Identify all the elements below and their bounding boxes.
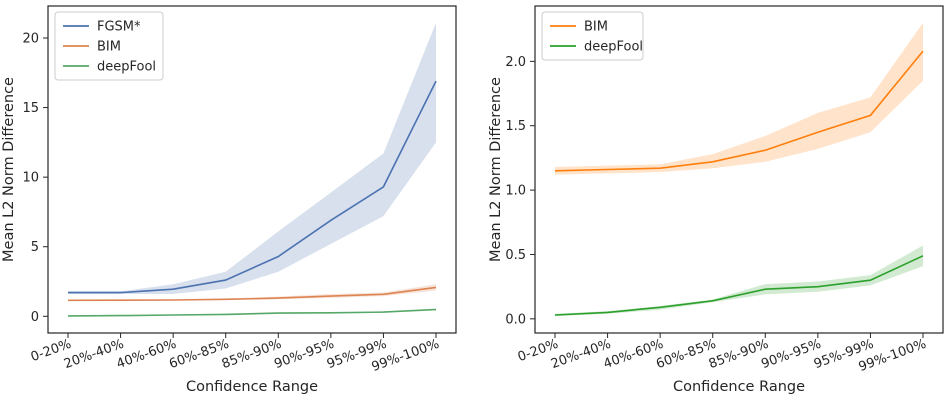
series-line-fgsm [68, 80, 437, 294]
x-tick-label: 85%-90% [220, 337, 284, 372]
y-tick-label: 15 [22, 101, 39, 116]
legend-label-fgsm: FGSM* [97, 20, 141, 35]
series-line-bim [67, 286, 437, 302]
legend-box [541, 11, 644, 61]
y-axis-label: Mean L2 Norm Difference [1, 77, 17, 262]
x-tick-label: 40%-60% [602, 337, 666, 372]
legend-label-deepfool: deepFool [97, 60, 156, 75]
confidence-band-deepfool [555, 245, 923, 317]
x-tick-label: 40%-60% [115, 337, 179, 372]
x-tick-label: 20%-40% [549, 337, 613, 372]
confidence-band-bim [68, 284, 436, 301]
x-tick-label: 90%-95% [759, 337, 823, 372]
series-line-deepfool [67, 308, 437, 317]
legend-label-bim: BIM [584, 20, 608, 35]
legend-box [54, 11, 164, 81]
y-tick-label: 0.5 [505, 248, 526, 263]
x-axis-label: Confidence Range [673, 379, 805, 395]
x-axis-label: Confidence Range [186, 379, 318, 395]
confidence-band-fgsm [68, 22, 436, 294]
y-axis-label: Mean L2 Norm Difference [488, 77, 504, 262]
y-tick-label: 5 [31, 240, 39, 255]
x-tick-label: 60%-85% [654, 337, 718, 372]
y-tick-label: 1.5 [505, 119, 526, 134]
plot-frame [47, 5, 457, 334]
y-tick-label: 0 [31, 310, 39, 325]
plot-frame [534, 5, 944, 334]
y-tick-label: 2.0 [505, 55, 526, 70]
y-tick-label: 0.0 [505, 312, 526, 327]
chart-1: 051015200-20%20%-40%40%-60%60%-85%85%-90… [1, 5, 457, 395]
x-tick-label: 60%-85% [167, 337, 231, 372]
y-tick-label: 20 [22, 32, 39, 47]
x-tick-label: 20%-40% [62, 337, 126, 372]
series-line-bim [554, 50, 924, 172]
confidence-band-bim [555, 22, 923, 175]
chart-2: 0.00.51.01.52.00-20%20%-40%40%-60%60%-85… [488, 5, 944, 395]
x-tick-label: 85%-90% [707, 337, 771, 372]
y-tick-label: 1.0 [505, 184, 526, 199]
y-tick-label: 10 [22, 171, 39, 186]
x-tick-label: 90%-95% [272, 337, 336, 372]
series-line-deepfool [554, 255, 924, 316]
legend-label-deepfool: deepFool [584, 40, 643, 55]
legend-label-bim: BIM [97, 40, 121, 55]
